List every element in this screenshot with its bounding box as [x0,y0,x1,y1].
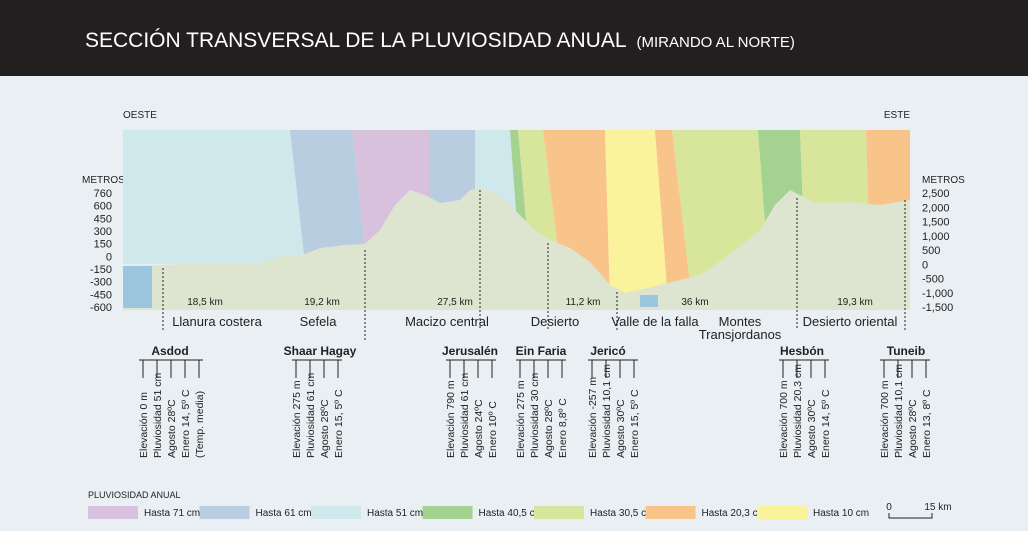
city-stat: Agosto 30ºC [806,399,818,458]
city-stat: Agosto 30ºC [615,399,627,458]
city-stat: Agosto 24ºC [473,399,485,458]
band [123,130,305,264]
right-axis-label: 1,500 [922,217,950,229]
right-axis-label: 0 [922,259,928,271]
left-unit: METROS [82,175,125,186]
legend-label: Hasta 71 cm [144,508,200,519]
city-stat: Enero 14, 5º C [180,389,192,458]
legend-swatch [534,506,584,519]
title-main: SECCIÓN TRANSVERSAL DE LA PLUVIOSIDAD AN… [85,29,627,52]
region-label: Llanura costera [172,314,262,329]
city-name: Tuneib [887,344,925,358]
city-stat: Pluviosidad 20,3 cm [792,364,804,458]
city-stat: Elevación 700 m [879,380,891,458]
region-label: Transjordanos [699,327,782,342]
right-axis-label: 1,000 [922,231,950,243]
city-stat: Agosto 28ºC [543,399,555,458]
distance-label: 36 km [681,297,708,308]
left-axis-label: 450 [94,213,112,225]
east-label: ESTE [884,110,910,121]
legend-swatch [646,506,696,519]
right-axis-label: 2,000 [922,202,950,214]
city-name: Asdod [151,344,188,358]
west-label: OESTE [123,110,157,121]
legend-swatch [88,506,138,519]
scale-start: 0 [886,502,892,513]
right-axis-label: 2,500 [922,188,950,200]
right-unit: METROS [922,175,965,186]
sea [123,266,152,308]
left-axis-label: 150 [94,239,112,251]
region-label: Desierto [531,314,579,329]
city-name: Hesbón [780,344,824,358]
city-stat: Pluviosidad 10,1 cm [601,364,613,458]
legend-swatch [200,506,250,519]
city-name: Shaar Hagay [284,344,357,358]
right-axis-label: -500 [922,274,944,286]
left-axis-label: -600 [90,302,112,314]
city-stat: Agosto 28ºC [319,399,331,458]
distance-label: 27,5 km [437,297,473,308]
left-axis-label: -150 [90,264,112,276]
city-stat: Elevación 790 m [445,380,457,458]
left-axis-label: 760 [94,188,112,200]
city-stat: Elevación 275 m [515,380,527,458]
city-stat: Elevación 275 m [291,380,303,458]
distance-label: 11,2 km [566,297,601,308]
legend-label: Hasta 10 cm [813,508,869,519]
left-axis-label: -300 [90,277,112,289]
region-label: Macizo central [405,314,489,329]
right-axis-label: -1,000 [922,288,953,300]
city-stat: Pluviosidad 61 cm [305,373,317,458]
region-label: Valle de la falla [611,314,699,329]
left-axis-label: 600 [94,201,112,213]
diagram: SECCIÓN TRANSVERSAL DE LA PLUVIOSIDAD AN… [0,0,1028,531]
right-axis-label: 500 [922,245,940,257]
city-stat: Elevación -257 m [587,377,599,458]
city-stat: Pluviosidad 30 cm [529,373,541,458]
left-axis-label: 300 [94,226,112,238]
city-stat: Enero 14, 5º C [820,389,832,458]
legend-label: Hasta 51 cm [367,508,423,519]
city-name: Jerusalén [442,344,498,358]
city-stat: Enero 13, 8º C [921,389,933,458]
legend-swatch [757,506,807,519]
legend-label: Hasta 40,5 cm [479,508,543,519]
distance-label: 18,5 km [187,297,223,308]
city-stat: Enero 15, 5º C [333,389,345,458]
legend-label: Hasta 20,3 cm [702,508,766,519]
legend-swatch [311,506,361,519]
city-stat: Pluviosidad 10,1 cm [893,364,905,458]
city-stat: Elevación 700 m [778,380,790,458]
city-stat: Enero 8,8º C [557,398,569,458]
region-label: Sefela [300,314,338,329]
city-name: Jericó [590,344,625,358]
city-stat: Pluviosidad 51 cm [152,373,164,458]
city-stat: Enero 10º C [487,401,499,458]
legend-label: Hasta 30,5 cm [590,508,654,519]
left-axis-label: -450 [90,289,112,301]
region-label: Desierto oriental [803,314,898,329]
left-axis-label: 0 [106,251,112,263]
city-stat: Agosto 28ºC [907,399,919,458]
legend-title: PLUVIOSIDAD ANUAL [88,490,181,500]
distance-label: 19,2 km [304,297,340,308]
scale-end: 15 km [924,502,951,513]
city-stat: (Temp. media) [194,391,206,458]
right-axis-label: -1,500 [922,302,953,314]
dead-sea [640,295,658,307]
city-stat: Elevación 0 m [138,392,150,458]
city-stat: Enero 15, 5º C [629,389,641,458]
city-stat: Agosto 28ºC [166,399,178,458]
legend-label: Hasta 61 cm [256,508,312,519]
distance-label: 19,3 km [837,297,873,308]
city-name: Ein Faria [516,344,567,358]
legend-swatch [423,506,473,519]
title-sub: (MIRANDO AL NORTE) [637,34,795,51]
city-stat: Pluviosidad 61 cm [459,373,471,458]
